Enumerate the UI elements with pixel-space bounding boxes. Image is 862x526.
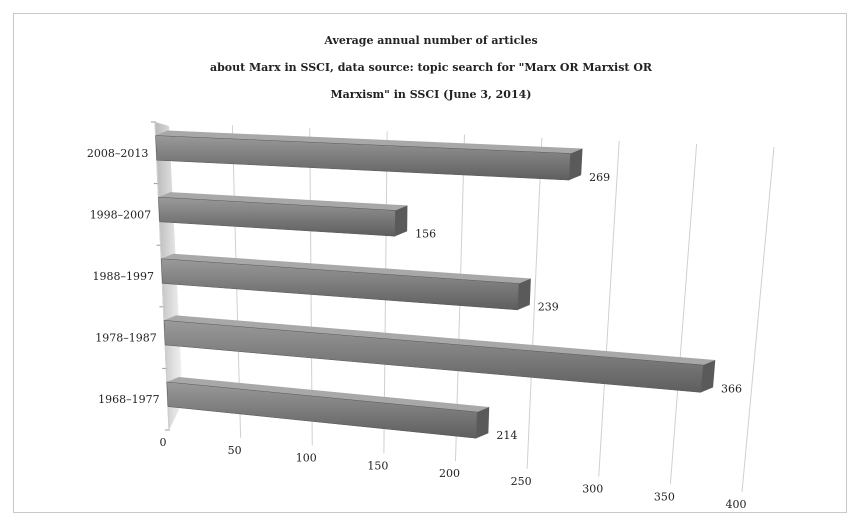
category-label: 1968–1977: [98, 393, 160, 406]
bar-top-face: [158, 192, 408, 211]
chart-title-line-1: Average annual number of articles: [324, 34, 538, 47]
bar: 366: [163, 315, 742, 396]
category-label: 1988–1997: [93, 270, 155, 283]
chart-title-line-3: Marxism" in SSCI (June 3, 2014): [330, 88, 532, 101]
grid-line: [741, 146, 775, 493]
category-label: 1998–2007: [90, 208, 152, 221]
x-tick-label: 250: [511, 475, 532, 488]
data-label: 269: [589, 171, 610, 184]
category-label: 1978–1987: [95, 332, 157, 345]
x-tick-label: 100: [296, 452, 317, 465]
grid-line: [598, 140, 620, 477]
category-labels: 2008–2013 1998–2007 1988–1997 1978–1987 1968…: [87, 147, 160, 406]
x-tick-label: 150: [367, 459, 388, 472]
bar-top-face: [161, 253, 531, 284]
bar: 269: [155, 130, 610, 184]
bar-end-face: [701, 360, 716, 393]
bar-end-face: [395, 205, 408, 237]
bar-end-face: [476, 407, 490, 439]
bars: 269 156 239 366 214: [155, 130, 742, 442]
bar-top-face: [155, 130, 583, 154]
category-label: 2008–2013: [87, 147, 149, 160]
bar: 156: [158, 192, 436, 240]
x-tick-label: 400: [726, 498, 747, 511]
bar: 239: [160, 253, 559, 314]
x-tick-label: 350: [654, 490, 675, 503]
grid-line: [669, 143, 698, 485]
x-axis-ticks: 0 50 100 150 200 250 300 350 400: [160, 436, 747, 511]
bar-end-face: [569, 148, 583, 181]
data-label: 214: [496, 429, 517, 442]
bar-front-face: [166, 381, 478, 439]
data-label: 239: [538, 301, 559, 314]
x-tick-label: 200: [439, 467, 460, 480]
bar-top-face: [166, 376, 490, 413]
data-label: 156: [415, 227, 436, 240]
chart-title-line-2: about Marx in SSCI, data source: topic s…: [209, 61, 653, 74]
x-tick-label: 50: [228, 444, 242, 457]
x-tick-label: 300: [582, 483, 603, 496]
x-tick-label: 0: [160, 436, 167, 449]
data-label: 366: [721, 383, 742, 396]
bar-top-face: [164, 315, 716, 366]
grid-line: [526, 137, 543, 469]
bar-end-face: [517, 278, 531, 310]
bar: 214: [166, 376, 517, 442]
